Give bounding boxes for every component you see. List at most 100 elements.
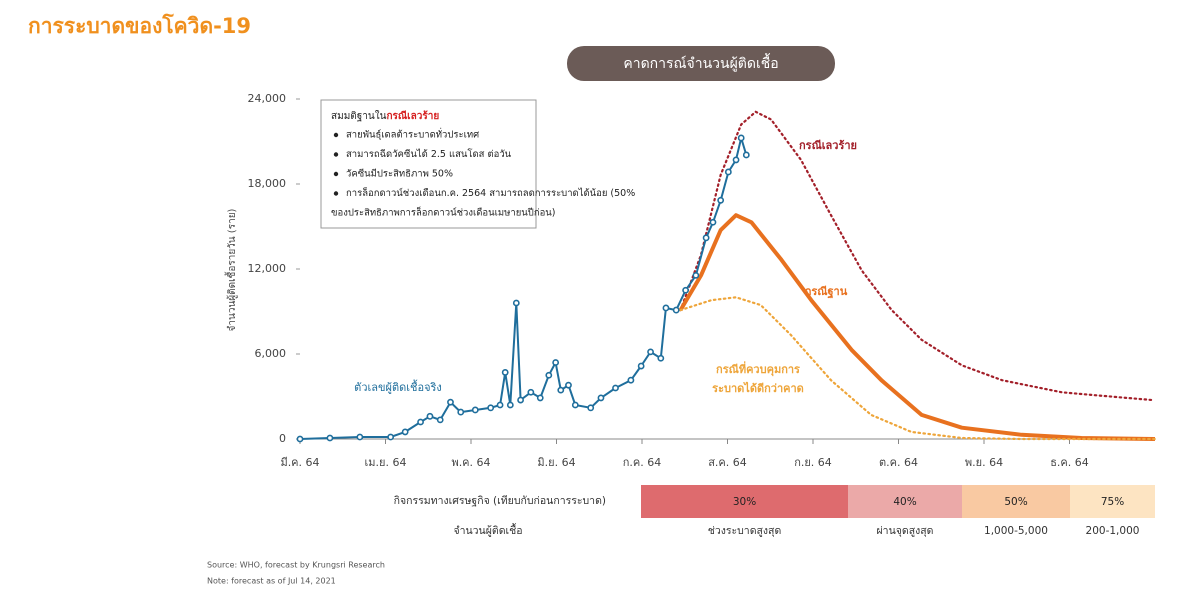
data-point <box>552 359 560 366</box>
data-point <box>637 362 645 370</box>
series-label: กรณีที่ควบคุมการระบาดได้ดีกว่าคาด <box>712 361 804 395</box>
data-point <box>356 433 364 441</box>
note: Source: WHO, forecast by Krungsri Resear… <box>207 561 385 570</box>
assumption-item: สามารถฉีดวัคซีนได้ 2.5 แสนโดส ต่อวัน <box>346 148 512 160</box>
row-label: จำนวนผู้ติดเชื้อ <box>453 523 522 537</box>
bullet <box>333 132 339 138</box>
data-point <box>512 299 520 307</box>
x-tick-label: พ.ค. 64 <box>451 456 490 469</box>
assumption-item: การล็อกดาวน์ช่วงเดือนก.ค. 2564 สามารถลดก… <box>346 186 635 199</box>
data-point <box>657 354 665 362</box>
assumption-heading: สมมติฐานในกรณีเลวร้าย <box>331 110 439 122</box>
activity-value: 40% <box>893 496 916 508</box>
data-point <box>545 371 553 379</box>
data-point <box>565 381 572 389</box>
data-point <box>662 304 670 312</box>
bullet <box>333 171 339 177</box>
cases-value: 1,000-5,000 <box>984 525 1048 537</box>
data-point <box>702 234 710 242</box>
series-line <box>679 110 1153 402</box>
heading-highlight: กรณีเลวร้าย <box>386 110 439 122</box>
row-label: กิจกรรมทางเศรษฐกิจ (เทียบกับก่อนการระบาด… <box>394 494 606 507</box>
chart-title: คาดการณ์จำนวนผู้ติดเชื้อ <box>623 53 778 72</box>
x-tick-label: เม.ย. 64 <box>365 456 407 469</box>
y-tick-label: 0 <box>279 432 286 445</box>
data-point <box>496 401 504 409</box>
data-point <box>557 386 565 394</box>
activity-cell <box>848 485 962 518</box>
title-pill <box>567 46 835 81</box>
bullet <box>333 191 339 196</box>
assumption-box <box>320 99 537 229</box>
data-point <box>732 156 740 164</box>
y-tick-label: 6,000 <box>255 347 287 360</box>
cases-value: ผ่านจุดสูงสุด <box>877 525 934 537</box>
data-point <box>426 412 434 420</box>
bullet <box>333 152 339 157</box>
activity-cell <box>641 485 848 518</box>
data-point <box>326 434 334 442</box>
label-line: ระบาดได้ดีกว่าคาด <box>712 381 804 395</box>
activity-cell <box>962 485 1070 518</box>
data-point <box>717 196 725 204</box>
data-point <box>587 404 595 412</box>
data-point <box>471 406 479 414</box>
note: Note: forecast as of Jul 14, 2021 <box>207 577 336 586</box>
series-line <box>679 296 1157 441</box>
data-point <box>536 394 544 402</box>
data-point <box>627 376 635 384</box>
x-tick-label: ต.ค. 64 <box>879 456 918 469</box>
data-point <box>417 418 424 426</box>
assumption-item: วัคซีนมีประสิทธิภาพ 50% <box>346 168 453 180</box>
heading-text: สมมติฐานใน <box>331 110 387 122</box>
data-point <box>612 384 619 392</box>
label-line: กรณีที่ควบคุมการ <box>716 361 800 377</box>
cases-value: ช่วงระบาดสูงสุด <box>708 525 782 537</box>
series-line <box>678 213 1156 441</box>
data-point <box>672 306 680 314</box>
data-point <box>501 369 509 376</box>
data-point <box>597 394 605 402</box>
x-tick-label: ธ.ค. 64 <box>1050 456 1089 469</box>
data-point <box>296 435 304 443</box>
activity-value: 50% <box>1004 496 1027 508</box>
data-point <box>487 404 495 412</box>
data-point <box>737 134 745 142</box>
y-tick-label: 24,000 <box>248 92 287 105</box>
x-tick-label: ส.ค. 64 <box>708 456 747 469</box>
y-tick-label: 18,000 <box>248 177 287 190</box>
x-tick-label: มี.ค. 64 <box>280 456 319 469</box>
data-point <box>436 416 444 424</box>
x-tick-label: ก.ย. 64 <box>794 456 832 469</box>
assumption-item: สายพันธุ์เดลต้าระบาดทั่วประเทศ <box>346 128 479 141</box>
data-point <box>647 348 654 356</box>
data-point <box>742 151 750 159</box>
series-label: กรณีฐาน <box>805 285 848 299</box>
data-point <box>387 433 395 441</box>
data-point <box>517 396 524 404</box>
data-point <box>527 388 535 396</box>
y-axis-label: จำนวนผู้ติดเชื้อรายวัน (ราย) <box>224 208 238 331</box>
assumption-item: ของประสิทธิภาพการล็อกดาวน์ช่วงเดือนเมษาย… <box>331 206 555 219</box>
data-point <box>724 168 732 176</box>
data-point <box>709 218 717 226</box>
series-label: ตัวเลขผู้ติดเชื้อจริง <box>354 379 442 394</box>
activity-value: 75% <box>1101 496 1124 508</box>
activity-value: 30% <box>733 496 756 508</box>
x-tick-label: ก.ค. 64 <box>623 456 662 469</box>
page-title: การระบาดของโควิด-19 <box>28 13 251 38</box>
data-point <box>401 428 409 436</box>
y-tick-label: 12,000 <box>248 262 287 275</box>
series-label: กรณีเลวร้าย <box>799 139 857 152</box>
data-point <box>682 286 690 294</box>
x-tick-label: มิ.ย. 64 <box>537 456 575 469</box>
data-point <box>692 271 700 279</box>
data-point <box>457 408 465 416</box>
activity-cell <box>1070 485 1155 518</box>
cases-value: 200-1,000 <box>1086 525 1140 537</box>
x-tick-label: พ.ย. 64 <box>965 456 1003 469</box>
data-point <box>506 401 514 409</box>
data-point <box>447 398 454 406</box>
data-point <box>571 401 579 409</box>
